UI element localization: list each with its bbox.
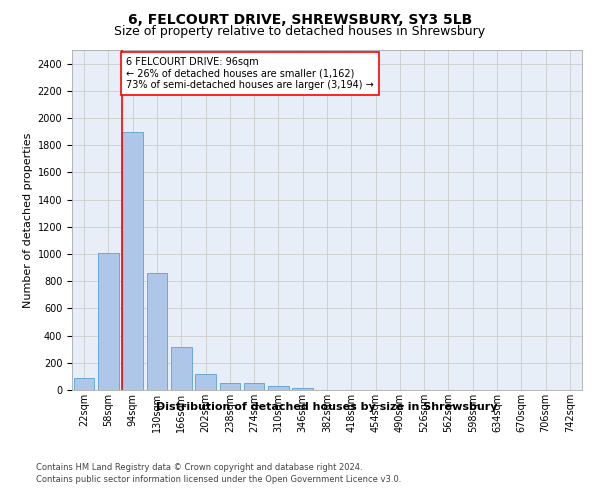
Text: 6, FELCOURT DRIVE, SHREWSBURY, SY3 5LB: 6, FELCOURT DRIVE, SHREWSBURY, SY3 5LB — [128, 12, 472, 26]
Bar — [74, 378, 94, 390]
Bar — [146, 273, 167, 390]
Bar — [292, 388, 313, 390]
Text: Contains public sector information licensed under the Open Government Licence v3: Contains public sector information licen… — [36, 475, 401, 484]
Bar — [268, 386, 289, 390]
Bar — [171, 347, 191, 390]
Bar — [244, 384, 265, 390]
Bar — [122, 132, 143, 390]
Y-axis label: Number of detached properties: Number of detached properties — [23, 132, 34, 308]
Bar — [98, 252, 119, 390]
Text: 6 FELCOURT DRIVE: 96sqm
← 26% of detached houses are smaller (1,162)
73% of semi: 6 FELCOURT DRIVE: 96sqm ← 26% of detache… — [126, 57, 374, 90]
Bar — [195, 374, 216, 390]
Text: Distribution of detached houses by size in Shrewsbury: Distribution of detached houses by size … — [156, 402, 498, 412]
Text: Size of property relative to detached houses in Shrewsbury: Size of property relative to detached ho… — [115, 25, 485, 38]
Text: Contains HM Land Registry data © Crown copyright and database right 2024.: Contains HM Land Registry data © Crown c… — [36, 462, 362, 471]
Bar — [220, 382, 240, 390]
